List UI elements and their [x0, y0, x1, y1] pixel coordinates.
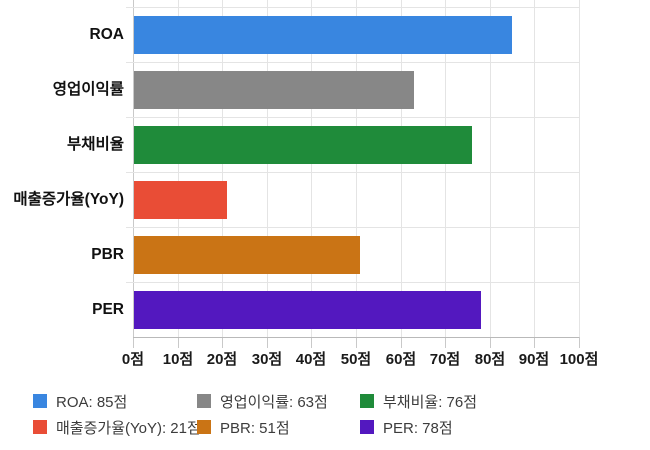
x-axis-tick-10 [178, 337, 179, 348]
category-label-1: 영업이익률 [52, 81, 124, 98]
category-label-0: ROA [89, 26, 124, 43]
legend-swatch-0 [33, 394, 47, 408]
x-axis-tick-100 [579, 337, 580, 348]
x-tick-label-1: 10점 [162, 351, 194, 368]
bar-3 [134, 181, 227, 219]
gridline-x-50 [356, 0, 357, 337]
row-separator-2 [126, 117, 579, 118]
x-tick-label-9: 90점 [518, 351, 550, 368]
category-label-3: 매출증가율(YoY) [13, 191, 124, 208]
x-tick-label-7: 70점 [429, 351, 461, 368]
x-axis-tick-60 [401, 337, 402, 348]
x-axis-tick-80 [490, 337, 491, 348]
x-axis-tick-70 [445, 337, 446, 348]
gridline-x-20 [222, 0, 223, 337]
x-tick-label-5: 50점 [340, 351, 372, 368]
x-tick-label-8: 80점 [474, 351, 506, 368]
x-axis-tick-90 [534, 337, 535, 348]
x-axis-tick-20 [222, 337, 223, 348]
legend-item-5: PER: 78점 [360, 417, 477, 437]
gridline-x-40 [311, 0, 312, 337]
x-axis-tick-40 [311, 337, 312, 348]
legend-label-5: PER: 78점 [383, 419, 453, 437]
x-axis-tick-30 [267, 337, 268, 348]
x-tick-label-0: 0점 [121, 351, 145, 368]
legend-item-0: ROA: 85점 [33, 391, 197, 411]
x-tick-label-6: 60점 [385, 351, 417, 368]
legend-item-2: 부채비율: 76점 [360, 391, 477, 411]
gridline-x-60 [401, 0, 402, 337]
x-axis-tick-50 [356, 337, 357, 348]
x-tick-label-10: 100점 [559, 351, 599, 368]
x-axis-line [133, 337, 579, 338]
gridline-x-100 [579, 0, 580, 337]
gridline-x-10 [178, 0, 179, 337]
legend-label-0: ROA: 85점 [56, 393, 128, 411]
category-label-4: PBR [91, 246, 124, 263]
row-separator-3 [126, 172, 579, 173]
legend-label-1: 영업이익률: 63점 [220, 393, 328, 411]
category-label-5: PER [92, 301, 124, 318]
row-separator-1 [126, 62, 579, 63]
row-separator-4 [126, 227, 579, 228]
gridline-x-90 [534, 0, 535, 337]
bar-4 [134, 236, 360, 274]
bar-2 [134, 126, 472, 164]
x-tick-label-2: 20점 [206, 351, 238, 368]
legend-item-3: 매출증가율(YoY): 21점 [33, 417, 201, 437]
bar-0 [134, 16, 512, 54]
legend-label-3: 매출증가율(YoY): 21점 [56, 419, 201, 437]
legend-label-4: PBR: 51점 [220, 419, 290, 437]
legend-swatch-4 [197, 420, 211, 434]
x-axis-tick-0 [133, 337, 134, 348]
gridline-x-80 [490, 0, 491, 337]
gridline-x-30 [267, 0, 268, 337]
bar-1 [134, 71, 414, 109]
legend-item-4: PBR: 51점 [197, 417, 360, 437]
category-label-2: 부채비율 [66, 136, 124, 153]
row-separator-0 [126, 7, 579, 8]
bar-5 [134, 291, 481, 329]
legend-item-1: 영업이익률: 63점 [197, 391, 360, 411]
legend-label-2: 부채비율: 76점 [383, 393, 478, 411]
y-axis-line [133, 0, 134, 337]
legend-swatch-1 [197, 394, 211, 408]
gridline-x-70 [445, 0, 446, 337]
legend-swatch-5 [360, 420, 374, 434]
x-tick-label-4: 40점 [295, 351, 327, 368]
legend-swatch-2 [360, 394, 374, 408]
row-separator-5 [126, 282, 579, 283]
x-tick-label-3: 30점 [251, 351, 283, 368]
legend-swatch-3 [33, 420, 47, 434]
